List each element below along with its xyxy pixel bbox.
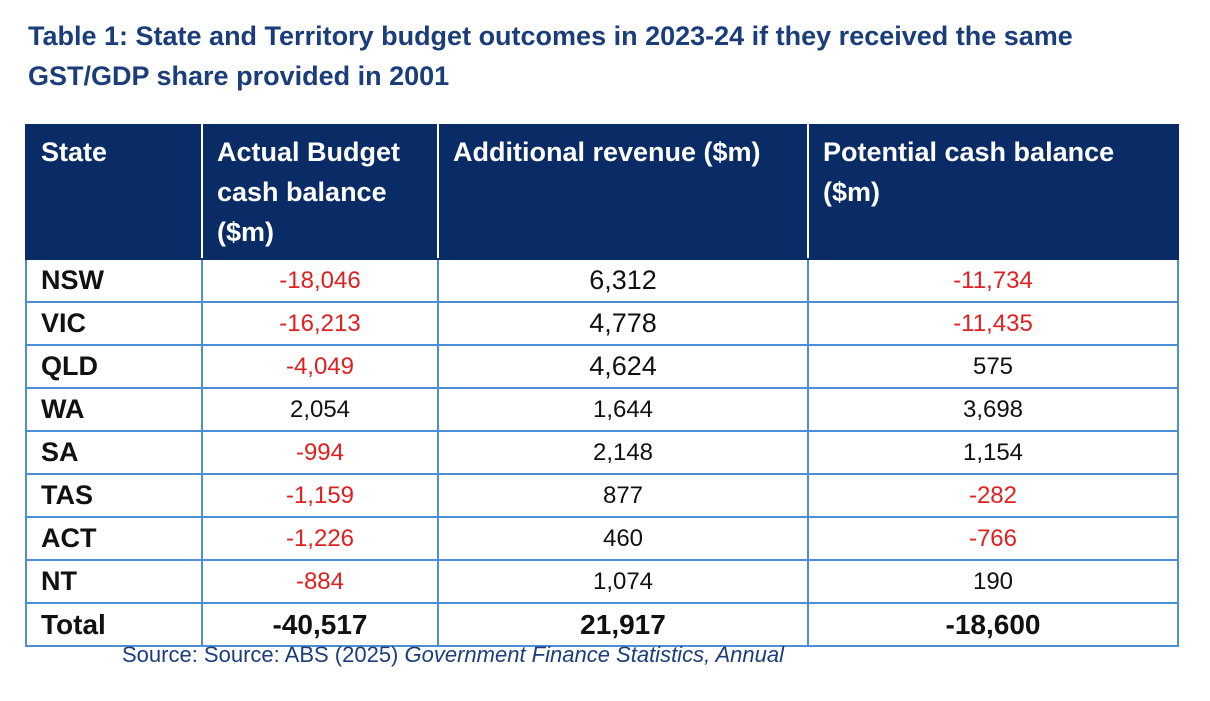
table-row: NT -884 1,074 190: [25, 559, 1179, 604]
table-row: ACT -1,226 460 -766: [25, 516, 1179, 561]
additional-cell: 6,312: [437, 258, 809, 303]
potential-cell: 575: [807, 344, 1179, 389]
total-additional: 21,917: [437, 602, 809, 647]
table-title: Table 1: State and Territory budget outc…: [28, 21, 1073, 91]
additional-cell: 4,778: [437, 301, 809, 346]
header-state: State: [25, 124, 203, 260]
budget-table: State Actual Budget cash balance ($m) Ad…: [25, 124, 1179, 647]
state-cell: SA: [25, 430, 203, 475]
potential-cell: -282: [807, 473, 1179, 518]
source-publication: Government Finance Statistics, Annual: [404, 642, 784, 667]
table-row: WA 2,054 1,644 3,698: [25, 387, 1179, 432]
additional-cell: 877: [437, 473, 809, 518]
state-cell: ACT: [25, 516, 203, 561]
header-actual-budget: Actual Budget cash balance ($m): [201, 124, 439, 260]
total-actual: -40,517: [201, 602, 439, 647]
actual-cell: -1,226: [201, 516, 439, 561]
additional-cell: 1,074: [437, 559, 809, 604]
potential-cell: 190: [807, 559, 1179, 604]
state-cell: VIC: [25, 301, 203, 346]
header-additional-revenue: Additional revenue ($m): [437, 124, 809, 260]
state-cell: NSW: [25, 258, 203, 303]
actual-cell: -884: [201, 559, 439, 604]
state-cell: WA: [25, 387, 203, 432]
state-cell: QLD: [25, 344, 203, 389]
actual-cell: -994: [201, 430, 439, 475]
actual-cell: -4,049: [201, 344, 439, 389]
potential-cell: 3,698: [807, 387, 1179, 432]
additional-cell: 460: [437, 516, 809, 561]
table-row: NSW -18,046 6,312 -11,734: [25, 258, 1179, 303]
actual-cell: -1,159: [201, 473, 439, 518]
header-row: State Actual Budget cash balance ($m) Ad…: [25, 124, 1179, 260]
potential-cell: -11,435: [807, 301, 1179, 346]
total-row: Total -40,517 21,917 -18,600: [25, 602, 1179, 647]
potential-cell: 1,154: [807, 430, 1179, 475]
potential-cell: -766: [807, 516, 1179, 561]
state-cell: TAS: [25, 473, 203, 518]
total-label: Total: [25, 602, 203, 647]
table-row: QLD -4,049 4,624 575: [25, 344, 1179, 389]
additional-cell: 2,148: [437, 430, 809, 475]
potential-cell: -11,734: [807, 258, 1179, 303]
actual-cell: 2,054: [201, 387, 439, 432]
header-potential-balance: Potential cash balance ($m): [807, 124, 1179, 260]
table-row: VIC -16,213 4,778 -11,435: [25, 301, 1179, 346]
table-row: SA -994 2,148 1,154: [25, 430, 1179, 475]
state-cell: NT: [25, 559, 203, 604]
total-potential: -18,600: [807, 602, 1179, 647]
actual-cell: -16,213: [201, 301, 439, 346]
table-row: TAS -1,159 877 -282: [25, 473, 1179, 518]
actual-cell: -18,046: [201, 258, 439, 303]
source-prefix: Source: Source: ABS (2025): [122, 642, 405, 667]
additional-cell: 1,644: [437, 387, 809, 432]
source-note: Source: Source: ABS (2025) Government Fi…: [122, 642, 784, 668]
additional-cell: 4,624: [437, 344, 809, 389]
